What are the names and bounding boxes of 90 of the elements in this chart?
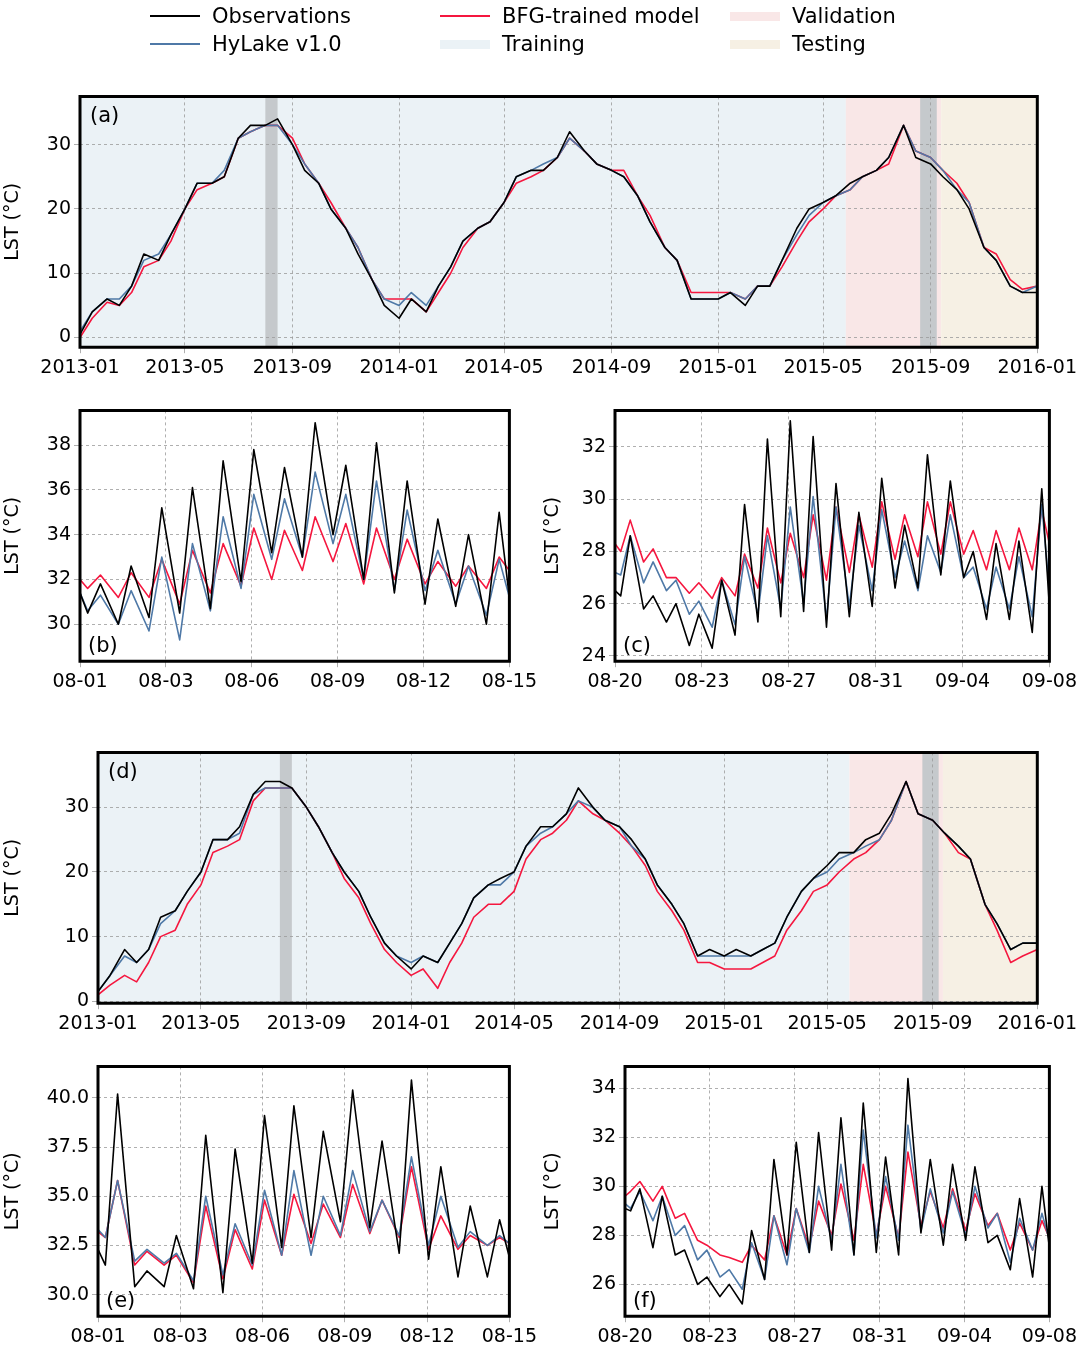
y-tick-label: 34 — [46, 521, 71, 544]
y-tick-label: 30 — [64, 794, 89, 817]
y-tick-label: 30 — [591, 1173, 616, 1196]
x-tick-label: 08-31 — [852, 1323, 908, 1346]
y-tick-label: 20 — [46, 195, 71, 218]
x-tick-label: 08-09 — [317, 1323, 373, 1346]
x-tick-label: 2014-05 — [474, 1010, 554, 1033]
x-tick-label: 09-04 — [936, 1323, 993, 1346]
x-tick-label: 2014-09 — [579, 1010, 660, 1033]
y-tick-label: 28 — [591, 1222, 616, 1245]
legend-label: Validation — [792, 4, 896, 28]
x-tick-label: 2014-05 — [464, 354, 544, 377]
legend-label: HyLake v1.0 — [212, 32, 342, 56]
x-tick-label: 08-12 — [395, 668, 452, 691]
x-tick-label: 08-23 — [674, 668, 730, 691]
y-tick-label: 38 — [46, 432, 71, 455]
x-tick-label: 08-09 — [310, 668, 366, 691]
x-tick-label: 08-15 — [481, 668, 537, 691]
x-tick-label: 08-03 — [138, 668, 194, 691]
y-tick-label: 0 — [58, 324, 71, 347]
annotation: (a) — [90, 103, 120, 128]
y-tick-label: 36 — [46, 476, 71, 499]
x-tick-label: 2016-01 — [997, 354, 1077, 377]
y-axis-title: LST (°C) — [0, 182, 23, 261]
x-tick-label: 2016-01 — [997, 1010, 1077, 1033]
y-tick-label: 32 — [591, 1124, 616, 1147]
y-axis-title: LST (°C) — [0, 496, 23, 575]
x-tick-label: 08-27 — [767, 1323, 823, 1346]
x-tick-label: 2015-05 — [787, 1010, 867, 1033]
y-tick-label: 35.0 — [46, 1183, 89, 1206]
y-tick-label: 10 — [64, 923, 89, 946]
x-tick-label: 08-27 — [761, 668, 817, 691]
x-tick-label: 08-03 — [152, 1323, 208, 1346]
x-tick-label: 08-06 — [234, 1323, 291, 1346]
x-tick-label: 08-01 — [70, 1323, 126, 1346]
x-tick-label: 08-12 — [399, 1323, 455, 1346]
y-tick-label: 30 — [581, 486, 606, 509]
x-tick-label: 2013-05 — [145, 354, 225, 377]
y-tick-label: 32.5 — [46, 1232, 89, 1255]
y-tick-label: 30.0 — [46, 1281, 89, 1304]
x-tick-label: 08-31 — [848, 668, 904, 691]
y-tick-label: 37.5 — [46, 1133, 89, 1156]
y-tick-label: 30 — [46, 131, 71, 154]
y-axis-title: LST (°C) — [540, 1152, 563, 1231]
x-tick-label: 2013-01 — [40, 354, 120, 377]
legend-label: BFG-trained model — [502, 4, 700, 28]
x-tick-label: 2013-05 — [161, 1010, 241, 1033]
x-tick-label: 08-01 — [52, 668, 108, 691]
y-tick-label: 30 — [46, 611, 71, 634]
x-tick-label: 2015-01 — [684, 1010, 764, 1033]
legend-label: Testing — [792, 32, 866, 56]
y-tick-label: 32 — [46, 566, 71, 589]
x-tick-label: 08-20 — [587, 668, 643, 691]
x-tick-label: 2013-09 — [266, 1010, 347, 1033]
x-tick-label: 2013-01 — [58, 1010, 138, 1033]
y-tick-label: 26 — [591, 1271, 616, 1294]
x-tick-label: 09-04 — [934, 668, 991, 691]
x-tick-label: 2015-01 — [678, 354, 758, 377]
x-tick-label: 08-20 — [597, 1323, 653, 1346]
x-tick-label: 09-08 — [1021, 1323, 1077, 1346]
x-tick-label: 2014-01 — [371, 1010, 451, 1033]
y-tick-label: 34 — [591, 1075, 616, 1098]
y-tick-label: 24 — [581, 642, 606, 665]
y-tick-label: 28 — [581, 538, 606, 561]
x-tick-label: 2015-09 — [892, 1010, 973, 1033]
annotation: (f) — [633, 1288, 657, 1313]
annotation: (c) — [623, 633, 651, 658]
x-tick-label: 2013-09 — [252, 354, 333, 377]
annotation: (d) — [108, 759, 138, 784]
annotation: (b) — [88, 633, 118, 658]
x-tick-label: 2014-09 — [571, 354, 652, 377]
x-tick-label: 2014-01 — [359, 354, 439, 377]
y-tick-label: 20 — [64, 858, 89, 881]
y-axis-title: LST (°C) — [0, 1152, 23, 1231]
y-tick-label: 10 — [46, 260, 71, 283]
y-tick-label: 40.0 — [46, 1084, 89, 1107]
x-tick-label: 2015-09 — [890, 354, 971, 377]
y-tick-label: 26 — [581, 590, 606, 613]
y-axis-title: LST (°C) — [0, 838, 23, 917]
legend-label: Observations — [212, 4, 351, 28]
x-tick-label: 08-23 — [682, 1323, 738, 1346]
y-axis-title: LST (°C) — [540, 496, 563, 575]
y-tick-label: 32 — [581, 433, 606, 456]
legend-label: Training — [502, 32, 585, 56]
x-tick-label: 08-15 — [481, 1323, 537, 1346]
x-tick-label: 2015-05 — [783, 354, 863, 377]
x-tick-label: 09-08 — [1021, 668, 1077, 691]
y-tick-label: 0 — [76, 988, 89, 1011]
x-tick-label: 08-06 — [224, 668, 280, 691]
annotation: (e) — [106, 1288, 136, 1313]
